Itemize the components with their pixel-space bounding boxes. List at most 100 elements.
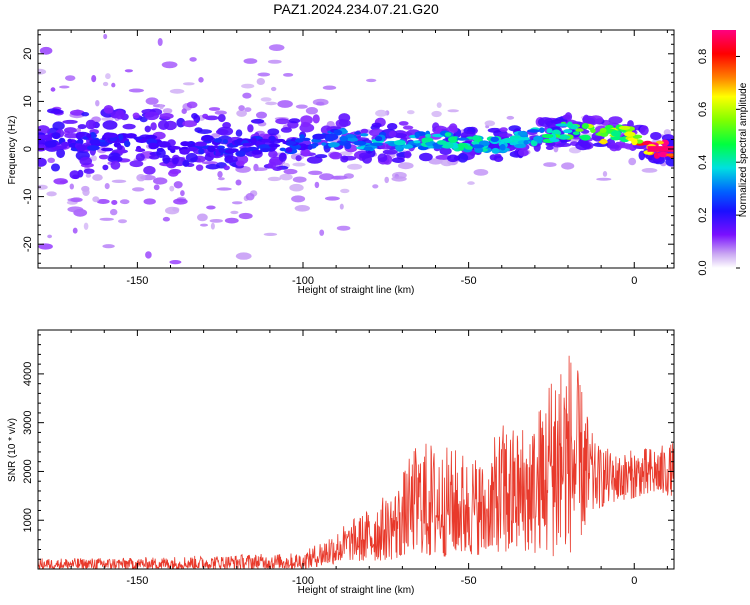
ridge-blob (261, 139, 272, 143)
ridge-blob (353, 140, 367, 146)
spectral-blob (518, 149, 529, 157)
x-tick-label: -150 (126, 275, 148, 287)
spectral-blob (312, 114, 320, 124)
ridge-blob (474, 147, 484, 153)
noise-blob (244, 107, 252, 112)
colorbar-tick-label: 0.4 (697, 155, 709, 170)
spectral-blob (162, 154, 171, 164)
ridge-blob (499, 144, 506, 151)
snr-ylabel: SNR (10 * v/v) (7, 418, 18, 482)
noise-blob (198, 77, 204, 83)
noise-blob (209, 219, 223, 223)
colorbar: 0.0 0.2 0.4 0.6 0.8 Normalized spectral ampl… (697, 30, 749, 276)
ridge-blob (632, 134, 643, 139)
noise-blob (216, 187, 232, 191)
ridge-blob (599, 128, 607, 133)
noise-blob (641, 168, 658, 173)
noise-blob (294, 205, 310, 212)
noise-blob (161, 61, 178, 69)
spectral-blob (98, 154, 109, 160)
noise-blob (101, 117, 114, 121)
noise-blob (305, 107, 318, 115)
noise-blob (111, 82, 116, 88)
spectral-blob (182, 120, 198, 128)
spectral-blob (562, 114, 571, 120)
ridge-blob (414, 132, 420, 139)
ridge-blob (52, 132, 61, 140)
spectral-blob (608, 116, 623, 124)
spectral-blob (168, 170, 179, 177)
ridge-blob (268, 135, 276, 141)
spectral-blob (435, 126, 442, 134)
noise-blob (82, 188, 90, 197)
noise-blob (95, 100, 100, 107)
noise-blob (104, 183, 110, 190)
colorbar-tick-label: 0.0 (697, 260, 709, 275)
noise-blob (38, 243, 53, 250)
spectral-blob (56, 148, 65, 159)
noise-blob (561, 162, 575, 170)
ridge-blob (490, 136, 500, 142)
noise-blob (339, 151, 353, 156)
ridge-blob (448, 136, 459, 143)
ridge-blob (345, 134, 355, 139)
spectral-blob (439, 147, 452, 156)
spectral-blob (267, 128, 280, 136)
ridge-blob (67, 138, 73, 143)
noise-blob (162, 216, 170, 222)
spectral-blob (115, 109, 125, 120)
x-tick-label: -100 (292, 275, 314, 287)
spectrogram-ylabel: Frequency (Hz) (7, 116, 18, 185)
ridge-blob (546, 128, 553, 134)
noise-blob (91, 75, 97, 83)
noise-blob (271, 86, 277, 92)
spectral-blob (143, 165, 156, 175)
spectral-blob (288, 118, 301, 124)
ridge-blob (86, 133, 92, 139)
ridge-blob (117, 145, 123, 150)
noise-blob (59, 85, 70, 89)
noise-blob (85, 173, 91, 178)
ridge-blob (38, 134, 48, 139)
noise-blob (169, 88, 185, 94)
spectral-blob (132, 112, 140, 119)
x-tick-label: -150 (126, 575, 148, 587)
noise-blob (72, 227, 78, 234)
spectral-blob (404, 150, 412, 159)
spectral-blob (582, 114, 590, 124)
ridge-blob (456, 137, 469, 141)
noise-blob (391, 176, 407, 182)
ridge-blob (124, 140, 131, 148)
noise-blob (47, 157, 55, 163)
ridge-blob (213, 138, 223, 143)
spectral-blob (83, 168, 95, 174)
ridge-blob (517, 131, 528, 136)
noise-blob (263, 232, 278, 236)
noise-blob (279, 173, 293, 181)
noise-blob (236, 109, 248, 117)
snr-frame (37, 329, 675, 570)
noise-blob (159, 104, 164, 110)
spectrogram-xlabel: Height of straight line (km) (298, 285, 415, 296)
spectral-blob (205, 163, 220, 170)
spectral-blob (77, 124, 87, 130)
noise-blob (153, 177, 168, 185)
ridge-blob (402, 144, 414, 149)
spectral-blob (329, 152, 343, 160)
ridge-blob (527, 129, 540, 133)
noise-blob (283, 168, 298, 175)
ridge-blob (213, 145, 219, 149)
spectral-blob (62, 119, 78, 124)
ridge-blob (374, 136, 383, 142)
noise-blob (39, 46, 53, 55)
ridge-blob (523, 140, 529, 145)
noise-blob (506, 115, 515, 120)
spectral-blob (149, 154, 160, 160)
spectral-blob (493, 155, 504, 163)
noise-blob (162, 108, 173, 114)
noise-blob (124, 69, 133, 73)
noise-blob (241, 83, 255, 89)
spectral-blob (457, 153, 469, 163)
spectral-blob (371, 122, 382, 128)
